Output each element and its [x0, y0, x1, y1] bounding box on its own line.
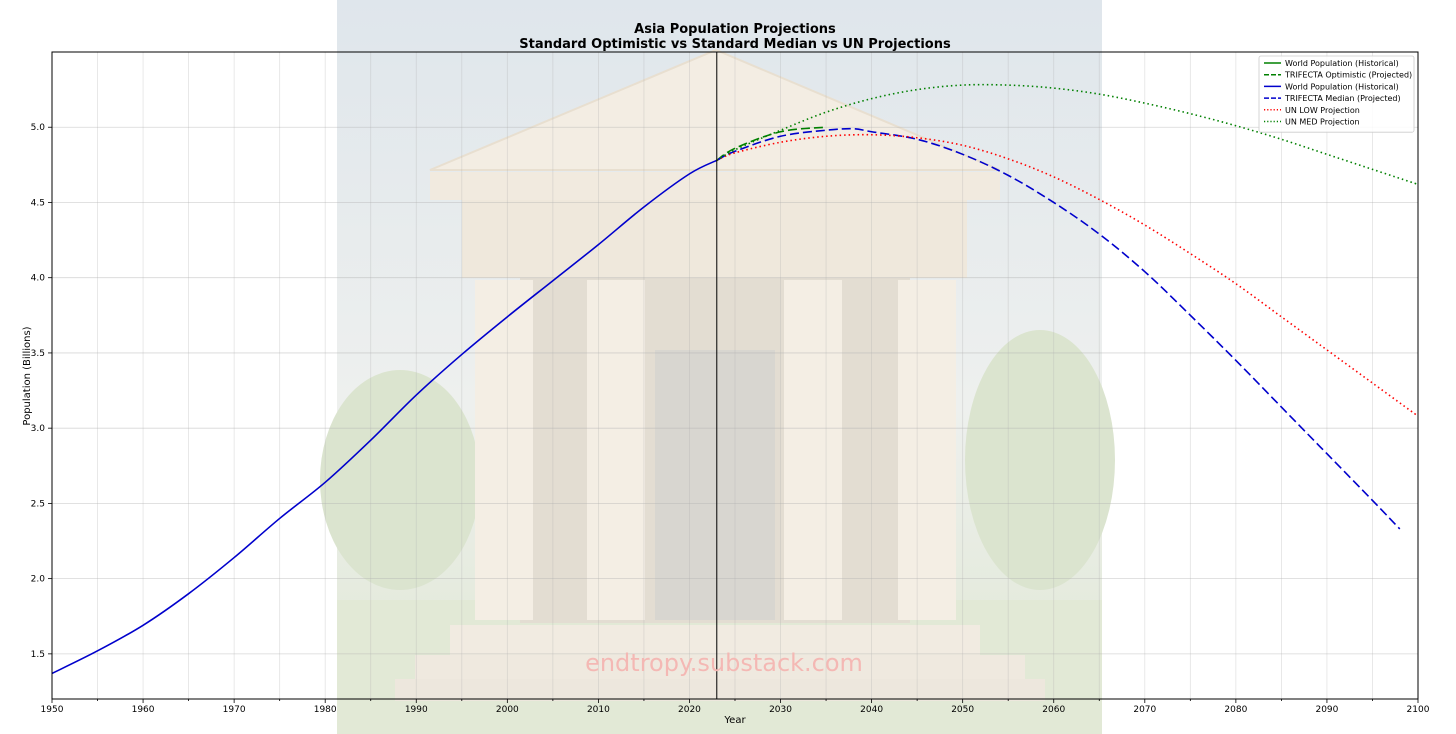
x-tick-label: 1970 — [223, 705, 246, 715]
legend-box — [1258, 55, 1415, 133]
y-tick-label: 2.0 — [31, 575, 46, 585]
y-axis: 1.5 2.0 2.5 3.0 3.5 4.0 4.5 5.0 — [31, 123, 52, 660]
chart-title: Asia Population Projections — [634, 22, 836, 37]
y-tick-label: 4.0 — [31, 274, 46, 284]
x-tick-label: 1980 — [314, 705, 337, 715]
x-tick-label: 1960 — [132, 705, 155, 715]
chart-subtitle: Standard Optimistic vs Standard Median v… — [519, 37, 951, 52]
legend-label: TRIFECTA Optimistic (Projected) — [1284, 71, 1412, 80]
x-tick-label: 2060 — [1042, 705, 1065, 715]
y-tick-label: 2.5 — [31, 499, 45, 509]
x-tick-label: 2100 — [1407, 705, 1430, 715]
y-tick-label: 1.5 — [31, 650, 45, 660]
x-axis-label: Year — [723, 715, 746, 726]
x-axis: 1950 1960 1970 1980 1990 2000 2010 2020 2030 2040… — [41, 699, 1430, 715]
legend-label: TRIFECTA Median (Projected) — [1284, 94, 1401, 103]
legend-label: UN MED Projection — [1285, 118, 1360, 127]
x-tick-label: 2080 — [1224, 705, 1247, 715]
series-line-3 — [716, 127, 1401, 530]
y-tick-label: 5.0 — [31, 123, 46, 133]
series-line-1 — [716, 126, 827, 162]
x-tick-label: 1950 — [41, 705, 64, 715]
legend-label: World Population (Historical) — [1285, 59, 1399, 68]
chart-lines — [51, 83, 1419, 675]
y-tick-label: 3.5 — [31, 349, 45, 359]
temple-background-image — [320, 0, 1115, 734]
x-tick-label: 2050 — [951, 705, 974, 715]
y-tick-label: 4.5 — [31, 198, 45, 208]
watermark: endtropy.substack.com — [585, 649, 863, 677]
x-tick-label: 2070 — [1133, 705, 1156, 715]
legend: World Population (Historical) TRIFECTA Op… — [1258, 55, 1415, 133]
x-tick-label: 1990 — [405, 705, 428, 715]
x-tick-label: 2020 — [678, 705, 701, 715]
series-line-4 — [716, 133, 1419, 417]
x-tick-label: 2040 — [860, 705, 883, 715]
x-tick-label: 2000 — [496, 705, 519, 715]
legend-label: UN LOW Projection — [1285, 106, 1360, 115]
series-line-2 — [51, 159, 718, 675]
y-axis-label: Population (Billions) — [22, 326, 33, 425]
x-tick-label: 2010 — [587, 705, 610, 715]
x-tick-label: 2090 — [1315, 705, 1338, 715]
x-tick-label: 2030 — [769, 705, 792, 715]
legend-label: World Population (Historical) — [1285, 82, 1399, 91]
y-tick-label: 3.0 — [31, 424, 46, 434]
